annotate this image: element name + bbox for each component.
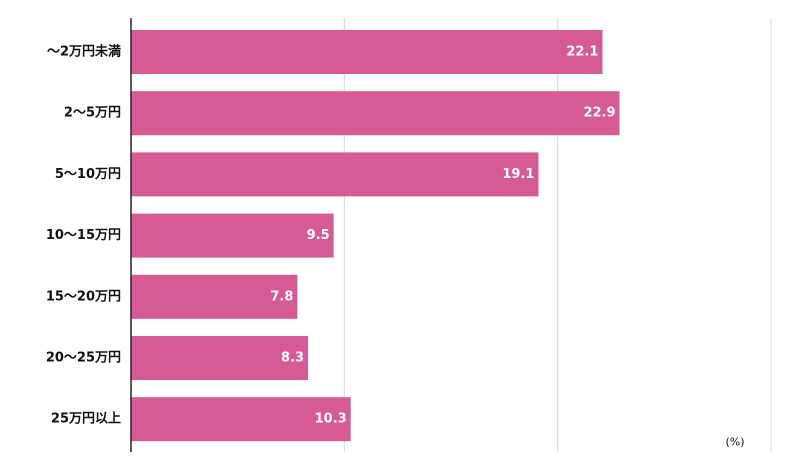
bar [131,397,351,442]
data-label: 10.3 [315,412,347,427]
category-label: 20〜25万円 [46,351,121,366]
category-label: 2〜5万円 [64,106,121,121]
data-label: 22.9 [583,106,615,121]
data-label: 22.1 [566,45,598,60]
data-label: 8.3 [281,351,304,366]
bars [131,30,620,442]
bar [131,30,603,74]
gridlines [343,18,772,452]
bar [131,336,309,380]
data-label: 19.1 [502,167,534,182]
category-labels: 〜2万円未満 2〜5万円 5〜10万円 10〜15万円 15〜20万円 20〜25万円 25… [46,44,121,427]
category-label: 5〜10万円 [55,167,121,182]
data-labels: 22.1 22.9 19.1 9.5 7.8 8.3 10.3 [270,45,615,427]
data-label: 9.5 [307,228,330,243]
bar [131,152,539,197]
bar [131,274,298,319]
category-label: 〜2万円未満 [47,44,121,60]
unit-label: (%) [725,436,744,449]
data-label: 7.8 [270,289,293,304]
bar [131,213,334,258]
bar [131,91,620,136]
category-label: 10〜15万円 [46,228,121,243]
category-label: 15〜20万円 [46,289,121,304]
category-label: 25万円以上 [51,412,121,427]
